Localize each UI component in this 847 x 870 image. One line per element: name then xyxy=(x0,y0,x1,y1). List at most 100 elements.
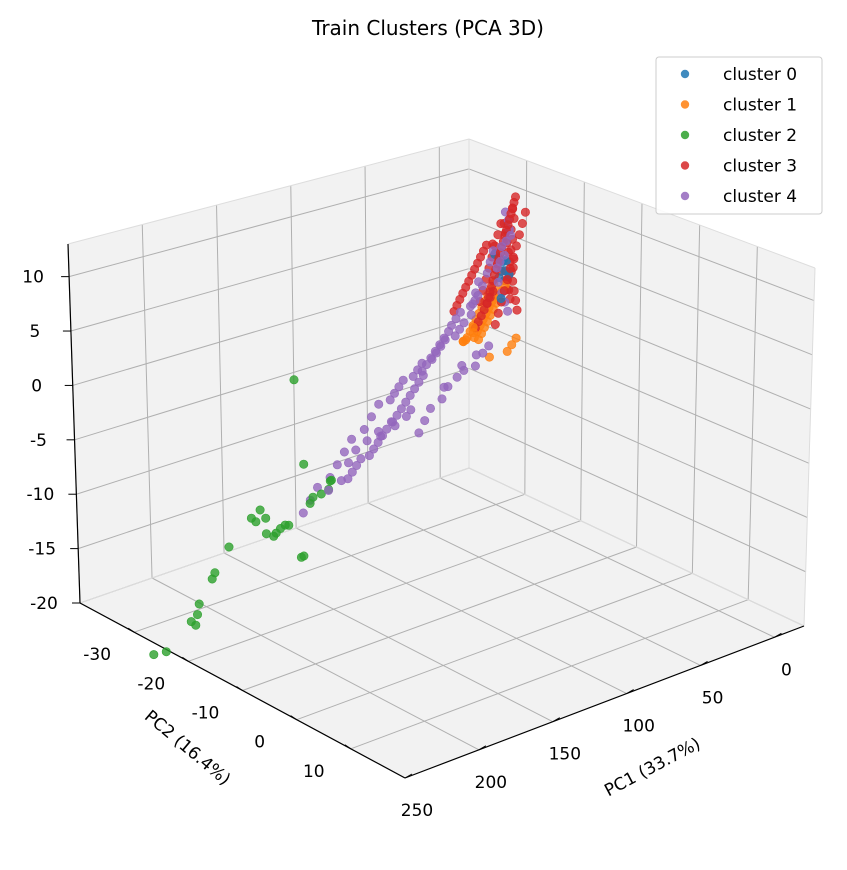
data-point-cluster-2 xyxy=(305,498,315,508)
data-point-cluster-4 xyxy=(392,410,402,420)
pane-edge xyxy=(67,138,470,245)
data-point-cluster-4 xyxy=(457,360,467,370)
data-point-cluster-4 xyxy=(410,384,420,394)
grid-z-back xyxy=(468,317,810,464)
data-point-cluster-4 xyxy=(347,467,357,477)
data-point-cluster-2 xyxy=(271,528,281,538)
data-point-cluster-4 xyxy=(382,424,392,434)
data-point-cluster-4 xyxy=(373,426,383,436)
data-point-cluster-4 xyxy=(351,445,361,455)
grid-x-wall xyxy=(438,146,441,479)
left-pane xyxy=(68,139,469,603)
data-point-cluster-4 xyxy=(421,360,431,370)
grid-z-left xyxy=(70,218,470,332)
grid-z-left xyxy=(78,417,470,550)
z-axis-line xyxy=(67,243,81,604)
data-point-cluster-4 xyxy=(435,340,445,350)
data-point-cluster-3 xyxy=(514,230,524,240)
data-point-cluster-4 xyxy=(471,350,481,360)
data-point-cluster-1 xyxy=(507,340,517,350)
z-tick-label: -5 xyxy=(30,431,47,451)
data-point-cluster-2 xyxy=(186,617,196,627)
x-tick-label-mark xyxy=(626,689,634,694)
legend-marker xyxy=(680,191,690,201)
legend-marker xyxy=(680,130,690,140)
grid-y-wall xyxy=(580,181,585,521)
data-point-cluster-3 xyxy=(511,295,521,305)
legend-label: cluster 3 xyxy=(723,157,797,177)
grid-z-left xyxy=(76,367,470,495)
grid-z-back xyxy=(468,367,808,518)
grid-z-back xyxy=(468,268,811,410)
data-point-cluster-4 xyxy=(420,416,430,426)
data-point-cluster-4 xyxy=(369,444,379,454)
grid-x-wall xyxy=(141,224,153,579)
x-tick-label: 200 xyxy=(475,773,507,793)
data-point-cluster-2 xyxy=(207,574,217,584)
data-point-cluster-4 xyxy=(324,485,334,495)
x-tick-label-mark xyxy=(774,632,782,638)
data-point-cluster-4 xyxy=(362,436,372,446)
pane-edge xyxy=(803,267,816,627)
tick-labels: -20-15-10-50510-30-20-100100501001502002… xyxy=(22,268,792,821)
data-point-cluster-4 xyxy=(343,458,353,468)
legend-frame xyxy=(655,56,823,215)
data-point-cluster-2 xyxy=(193,610,203,620)
back-pane xyxy=(469,139,815,626)
grid-y-floor xyxy=(242,546,637,691)
data-point-cluster-4 xyxy=(499,250,509,260)
data-point-cluster-4 xyxy=(374,399,384,409)
data-point-cluster-4 xyxy=(298,508,308,518)
data-points xyxy=(149,192,530,660)
data-point-cluster-2 xyxy=(149,650,159,660)
grid-y-wall xyxy=(747,246,758,600)
data-point-cluster-4 xyxy=(439,382,449,392)
data-point-cluster-3 xyxy=(499,286,509,296)
data-point-cluster-2 xyxy=(255,505,265,515)
data-point-cluster-4 xyxy=(414,377,424,387)
data-point-cluster-4 xyxy=(503,306,513,316)
data-point-cluster-1 xyxy=(473,335,483,345)
grid-z-back xyxy=(468,168,815,302)
data-point-cluster-1 xyxy=(502,346,512,356)
data-point-cluster-4 xyxy=(470,361,480,371)
data-point-cluster-4 xyxy=(477,281,487,291)
z-tick-label: -10 xyxy=(27,485,55,505)
data-point-cluster-4 xyxy=(339,447,349,457)
data-point-cluster-4 xyxy=(444,326,454,336)
z-tick-label: 10 xyxy=(22,268,44,288)
data-point-cluster-4 xyxy=(347,434,357,444)
data-point-cluster-4 xyxy=(425,403,435,413)
z-tick-label: -15 xyxy=(28,540,56,560)
chart-title: Train Clusters (PCA 3D) xyxy=(311,16,544,40)
y-axis-label: PC2 (16.4%) xyxy=(140,707,234,790)
grid-y-wall xyxy=(691,224,701,574)
x-tick-label: 250 xyxy=(401,801,433,821)
data-point-cluster-4 xyxy=(405,390,415,400)
data-point-cluster-4 xyxy=(414,428,424,438)
data-point-cluster-3 xyxy=(512,305,522,315)
grid-y-floor xyxy=(296,572,693,721)
data-point-cluster-4 xyxy=(386,417,396,427)
legend-label: cluster 1 xyxy=(723,96,797,116)
data-point-cluster-4 xyxy=(352,460,362,470)
legend-label: cluster 2 xyxy=(723,126,797,146)
floor-pane xyxy=(80,468,804,778)
data-point-cluster-4 xyxy=(451,314,461,324)
data-point-cluster-4 xyxy=(439,333,449,343)
x-tick-label-mark xyxy=(700,660,708,666)
data-point-cluster-2 xyxy=(224,542,234,552)
legend-marker xyxy=(680,100,690,109)
data-point-cluster-4 xyxy=(484,341,494,351)
grid-z-left xyxy=(72,268,470,386)
x-tick-label-mark xyxy=(552,717,561,723)
data-point-cluster-4 xyxy=(398,375,408,385)
data-point-cluster-2 xyxy=(246,513,256,523)
y-tick-label-mark xyxy=(344,744,352,750)
data-point-cluster-4 xyxy=(459,318,469,328)
data-point-cluster-1 xyxy=(461,335,471,345)
data-point-cluster-3 xyxy=(502,275,512,285)
data-point-cluster-3 xyxy=(482,298,492,308)
data-point-cluster-2 xyxy=(284,520,294,530)
data-point-cluster-4 xyxy=(356,454,366,464)
